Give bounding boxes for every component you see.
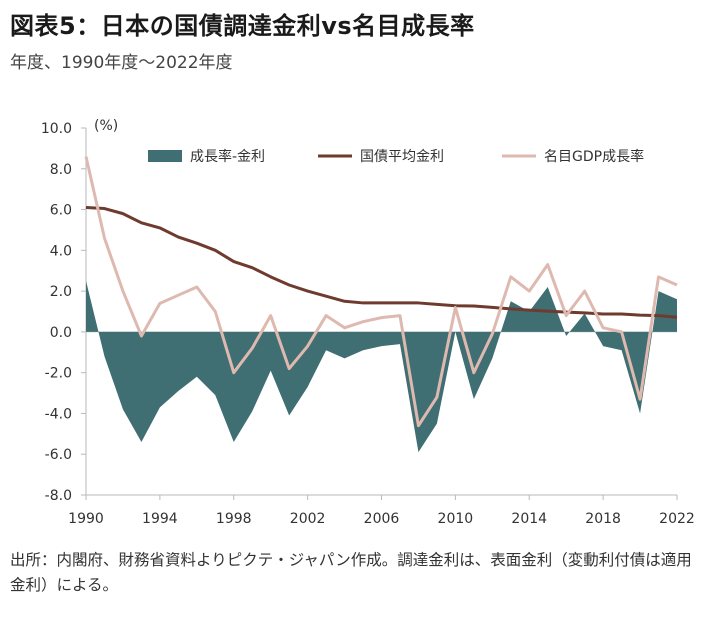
x-tick-label: 1990 xyxy=(68,511,104,527)
x-tick-label: 1998 xyxy=(216,511,252,527)
source-note: 出所：内閣府、財務省資料よりピクテ・ジャパン作成。調達金利は、表面金利（変動利付… xyxy=(10,551,692,594)
x-tick-label: 2002 xyxy=(290,511,326,527)
x-tick-label: 2022 xyxy=(659,511,695,527)
legend-label: 国債平均金利 xyxy=(360,149,444,165)
chart: 10.0 8.0 6.0 4.0 2.0 0.0 -2.0 -4.0 -6.0 -8.0 (%) 1… xyxy=(41,118,695,527)
y-tick-label: 8.0 xyxy=(50,162,72,178)
y-tick-label: 6.0 xyxy=(50,203,72,219)
series-line-bond-rate xyxy=(85,206,678,319)
x-tick-label: 1994 xyxy=(142,511,178,527)
series-line-nominal-gdp xyxy=(84,156,678,428)
x-axis: 1990 1994 1998 2002 2006 2010 2014 2018 2022 xyxy=(68,494,695,527)
y-axis: 10.0 8.0 6.0 4.0 2.0 0.0 -2.0 -4.0 -6.0 -8.0 (%) xyxy=(41,118,118,504)
y-tick-label: 10.0 xyxy=(41,121,72,137)
x-tick-label: 2014 xyxy=(511,511,547,527)
legend-label: 成長率-金利 xyxy=(190,148,265,165)
x-tick-label: 2018 xyxy=(585,511,621,527)
legend-label: 名目GDP成長率 xyxy=(544,148,644,165)
y-tick-label: -2.0 xyxy=(45,366,72,382)
y-tick-label: -4.0 xyxy=(45,406,72,422)
x-tick-label: 2006 xyxy=(364,511,400,527)
y-tick-label: -8.0 xyxy=(45,488,72,504)
x-tick-label: 2010 xyxy=(438,511,474,527)
y-tick-label: -6.0 xyxy=(45,447,72,463)
chart-subtitle: 年度、1990年度～2022年度 xyxy=(10,53,233,73)
legend-swatch xyxy=(148,150,182,162)
legend: 成長率-金利 国債平均金利 名目GDP成長率 xyxy=(148,148,644,165)
y-tick-label: 2.0 xyxy=(50,284,72,300)
series-area-growth-minus-rate xyxy=(86,280,677,453)
chart-title: 図表5：日本の国債調達金利vs名目成長率 xyxy=(10,12,475,40)
plot-area xyxy=(84,156,678,453)
y-unit-label: (%) xyxy=(94,118,118,134)
y-tick-label: 0.0 xyxy=(50,325,72,341)
y-tick-label: 4.0 xyxy=(50,243,72,259)
